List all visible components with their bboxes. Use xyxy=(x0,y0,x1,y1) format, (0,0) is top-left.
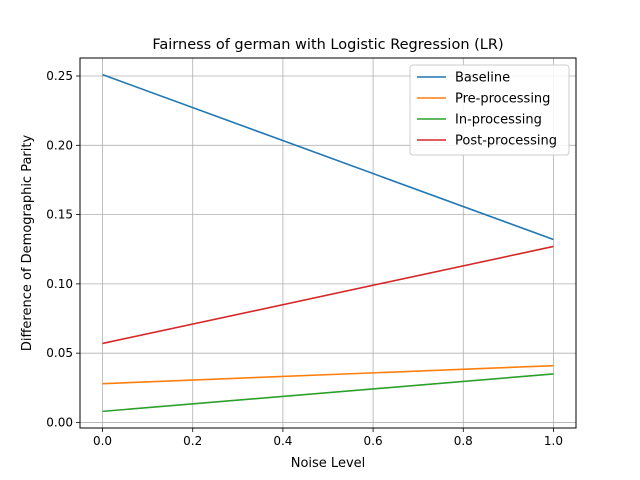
legend-label-baseline: Baseline xyxy=(455,71,510,86)
y-tick-label: 0.05 xyxy=(46,346,73,360)
x-tick-label: 0.2 xyxy=(183,434,202,448)
x-tick-label: 0.4 xyxy=(273,434,292,448)
legend-box xyxy=(409,64,570,156)
series-line-post-processing xyxy=(102,245,554,345)
legend-label-pre-processing: Pre-processing xyxy=(455,92,550,107)
plot-area-frame xyxy=(79,57,577,429)
x-tick-label: 1.0 xyxy=(544,434,563,448)
x-tick-label: 0.6 xyxy=(364,434,383,448)
y-tick-label: 0.00 xyxy=(46,415,73,429)
x-axis-label: Noise Level xyxy=(291,456,366,471)
x-axis-ticks: 0.0 0.2 0.4 0.6 0.8 1.0 xyxy=(93,428,563,448)
x-tick-label: 0.0 xyxy=(93,434,112,448)
series-lines xyxy=(102,73,554,413)
x-tick-label: 0.8 xyxy=(454,434,473,448)
y-axis-ticks: 0.00 0.05 0.10 0.15 0.20 0.25 xyxy=(46,69,80,429)
legend-label-post-processing: Post-processing xyxy=(455,134,557,149)
chart-title: Fairness of german with Logistic Regress… xyxy=(152,37,503,53)
y-tick-label: 0.15 xyxy=(46,208,73,222)
series-line-baseline xyxy=(102,73,554,241)
y-tick-label: 0.10 xyxy=(46,277,73,291)
series-line-in-processing xyxy=(102,373,554,413)
legend-label-in-processing: In-processing xyxy=(455,113,542,128)
y-tick-label: 0.20 xyxy=(46,138,73,152)
y-axis-label: Difference of Demographic Parity xyxy=(20,135,35,352)
series-line-pre-processing xyxy=(102,364,554,385)
y-tick-label: 0.25 xyxy=(46,69,73,83)
legend: Baseline Pre-processing In-processing Post-… xyxy=(409,64,570,156)
